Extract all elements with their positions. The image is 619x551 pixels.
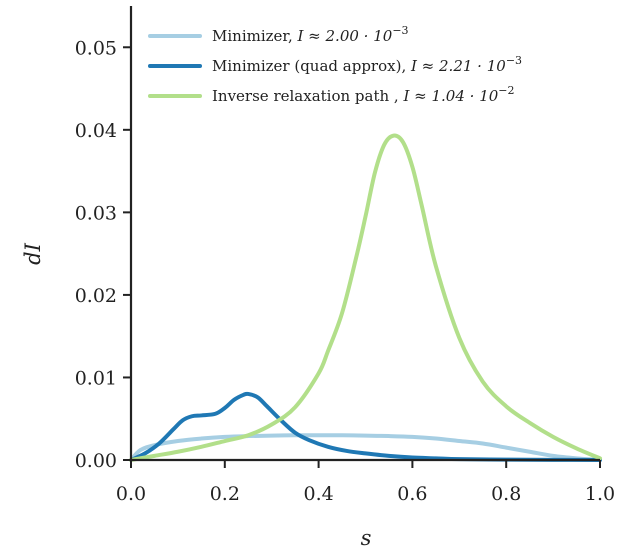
legend-entry: Minimizer (quad approx), I ≈ 2.21 · 10−3 (212, 54, 522, 75)
x-axis-label: s (361, 526, 372, 550)
y-tick-label: 0.01 (75, 367, 117, 389)
legend-entry: Minimizer, I ≈ 2.00 · 10−3 (212, 24, 409, 45)
y-axis-label: dI (21, 242, 45, 264)
y-tick-label: 0.04 (75, 120, 117, 142)
legend-label: Minimizer, (212, 27, 297, 45)
y-tick-label: 0.02 (75, 285, 117, 307)
series-line-2 (129, 391, 602, 462)
x-tick-label: 0.8 (491, 483, 521, 505)
x-tick-label: 0.4 (303, 483, 333, 505)
legend-math: I ≈ 1.04 · 10 (402, 87, 498, 105)
x-tick-label: 0.2 (210, 483, 240, 505)
x-tick-label: 0.6 (397, 483, 427, 505)
legend-exponent: −3 (392, 24, 408, 37)
axes (129, 6, 600, 462)
legend-entry: Inverse relaxation path , I ≈ 1.04 · 10−… (212, 84, 515, 105)
legend-label: Minimizer (quad approx), (212, 57, 411, 75)
ticks: 0.0 0.2 0.4 0.6 0.8 1.0 0.00 0.01 0.02 0.03 0.04 0.… (75, 37, 615, 505)
y-tick-label: 0.00 (75, 450, 117, 472)
legend-exponent: −3 (506, 54, 522, 67)
legend-exponent: −2 (498, 84, 514, 97)
plot-lines (129, 133, 602, 462)
series-line-3 (129, 133, 602, 462)
y-tick-label: 0.05 (75, 37, 117, 59)
legend-label: Inverse relaxation path , (212, 87, 403, 105)
x-tick-label: 1.0 (585, 483, 615, 505)
series-line-1 (129, 433, 602, 462)
x-tick-label: 0.0 (116, 483, 146, 505)
legend-math: I ≈ 2.21 · 10 (410, 57, 506, 75)
legend-math: I ≈ 2.00 · 10 (296, 27, 392, 45)
y-tick-label: 0.03 (75, 202, 117, 224)
